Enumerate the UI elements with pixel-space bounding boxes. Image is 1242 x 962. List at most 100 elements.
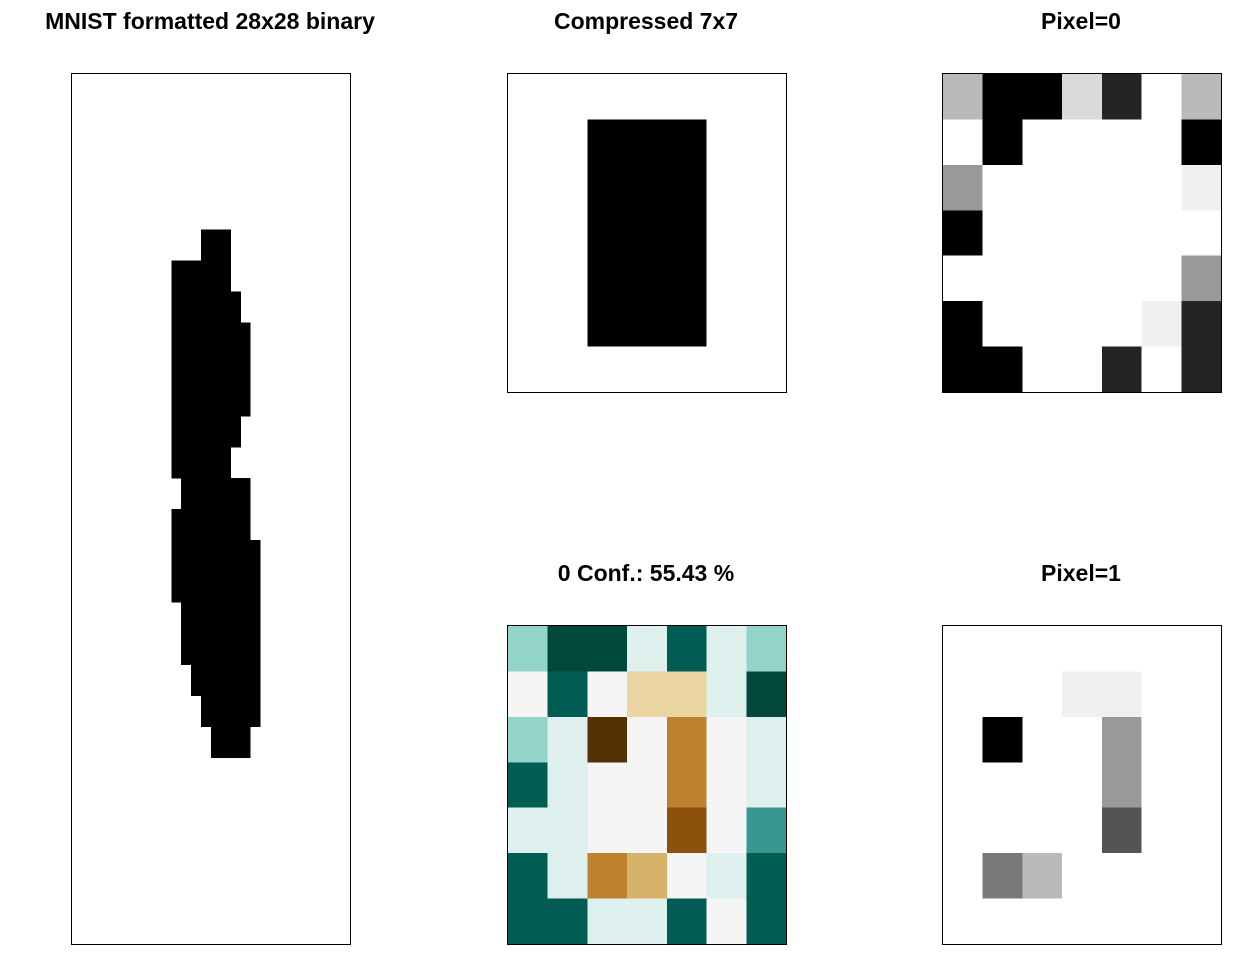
confidence-cell: [707, 626, 747, 672]
title-pixel-1: Pixel=1: [881, 560, 1242, 587]
confidence-cell: [707, 762, 747, 808]
confidence-cell: [627, 671, 667, 717]
pixel0-cell: [943, 256, 983, 302]
compressed-cell: [548, 74, 588, 120]
pixel1-cell: [1181, 899, 1221, 944]
pixel1-cell: [983, 808, 1023, 854]
pixel1-cell: [1022, 899, 1062, 944]
mnist-ink-run: [171, 571, 260, 603]
confidence-cell: [746, 808, 786, 854]
pixel0-cell: [1102, 210, 1142, 256]
compressed-cell: [548, 210, 588, 256]
compressed-cell: [707, 256, 747, 302]
pixel0-cell: [1181, 74, 1221, 120]
pixel0-cell: [1022, 347, 1062, 392]
compressed-cell: [627, 74, 667, 120]
confidence-cell: [548, 626, 588, 672]
pixel1-cell: [1022, 853, 1062, 899]
compressed-cell: [587, 347, 627, 392]
pixel1-cell: [1062, 626, 1102, 672]
confidence-cell: [707, 717, 747, 763]
compressed-cell: [587, 119, 627, 165]
pixel1-cell: [983, 899, 1023, 944]
pixel0-cell: [1022, 119, 1062, 165]
pixel1-cell: [983, 626, 1023, 672]
compressed-cell: [667, 301, 707, 347]
compressed-cell: [627, 210, 667, 256]
pixel1-cell: [1181, 717, 1221, 763]
pixel1-cell: [1022, 717, 1062, 763]
pixel1-cell: [1181, 853, 1221, 899]
compressed-cell: [508, 301, 548, 347]
compressed-cell: [667, 74, 707, 120]
pixel0-cell: [1022, 210, 1062, 256]
mnist-ink-run: [171, 323, 250, 355]
mnist-ink-run: [211, 727, 251, 759]
confidence-cell: [667, 808, 707, 854]
pixel0-cell: [1142, 165, 1182, 211]
compressed-cell: [587, 74, 627, 120]
pixel0-cell: [983, 256, 1023, 302]
confidence-cell: [707, 808, 747, 854]
compressed-cell: [667, 210, 707, 256]
pixel1-cell: [1022, 626, 1062, 672]
compressed-cell: [707, 119, 747, 165]
confidence-cell: [587, 626, 627, 672]
confidence-cell: [707, 853, 747, 899]
compressed-cell: [508, 119, 548, 165]
compressed-cell: [508, 256, 548, 302]
pixel0-cell: [1102, 256, 1142, 302]
confidence-cell: [746, 671, 786, 717]
pixel0-cell: [983, 119, 1023, 165]
compressed-cell: [707, 165, 747, 211]
pixel1-cell: [1181, 808, 1221, 854]
confidence-cell: [746, 853, 786, 899]
confidence-cell: [508, 762, 548, 808]
pixel0-cell: [1062, 74, 1102, 120]
pixel0-cell: [943, 165, 983, 211]
pixel0-cell: [1181, 210, 1221, 256]
compressed-cell: [746, 210, 786, 256]
compressed-cell: [508, 347, 548, 392]
confidence-cell: [746, 762, 786, 808]
compressed-cell: [667, 165, 707, 211]
pixel-1-plot: [943, 626, 1221, 944]
compressed-cell: [707, 347, 747, 392]
confidence-cell: [548, 853, 588, 899]
confidence-cell: [548, 762, 588, 808]
pixel1-cell: [1142, 626, 1182, 672]
pixel0-cell: [1142, 74, 1182, 120]
compressed-cell: [746, 347, 786, 392]
pixel1-cell: [983, 717, 1023, 763]
compressed-cell: [587, 165, 627, 211]
compressed-cell: [746, 256, 786, 302]
title-confidence: 0 Conf.: 55.43 %: [446, 560, 846, 587]
pixel0-cell: [1181, 165, 1221, 211]
pixel1-cell: [983, 853, 1023, 899]
mnist-ink-run: [191, 664, 261, 696]
mnist-ink-run: [171, 509, 250, 541]
confidence-cell: [746, 717, 786, 763]
pixel1-cell: [1022, 808, 1062, 854]
pixel0-cell: [1181, 347, 1221, 392]
pixel0-cell: [943, 347, 983, 392]
compressed-cell: [548, 165, 588, 211]
pixel0-cell: [1022, 256, 1062, 302]
confidence-cell: [548, 808, 588, 854]
pixel0-cell: [943, 301, 983, 347]
confidence-cell: [627, 808, 667, 854]
pixel0-cell: [1181, 256, 1221, 302]
pixel1-cell: [1102, 899, 1142, 944]
pixel1-cell: [1142, 717, 1182, 763]
confidence-cell: [667, 899, 707, 944]
compressed-cell: [548, 256, 588, 302]
compressed-cell: [627, 347, 667, 392]
pixel1-cell: [943, 899, 983, 944]
pixel1-cell: [1142, 853, 1182, 899]
confidence-cell: [667, 671, 707, 717]
compressed-cell: [587, 256, 627, 302]
pixel1-cell: [1102, 671, 1142, 717]
compressed-cell: [548, 119, 588, 165]
pixel0-cell: [1022, 74, 1062, 120]
compressed-cell: [746, 74, 786, 120]
